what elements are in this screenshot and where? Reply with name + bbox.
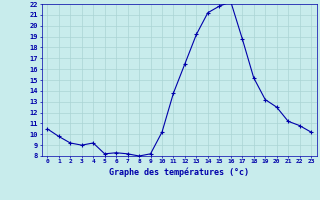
X-axis label: Graphe des températures (°c): Graphe des températures (°c) <box>109 167 249 177</box>
